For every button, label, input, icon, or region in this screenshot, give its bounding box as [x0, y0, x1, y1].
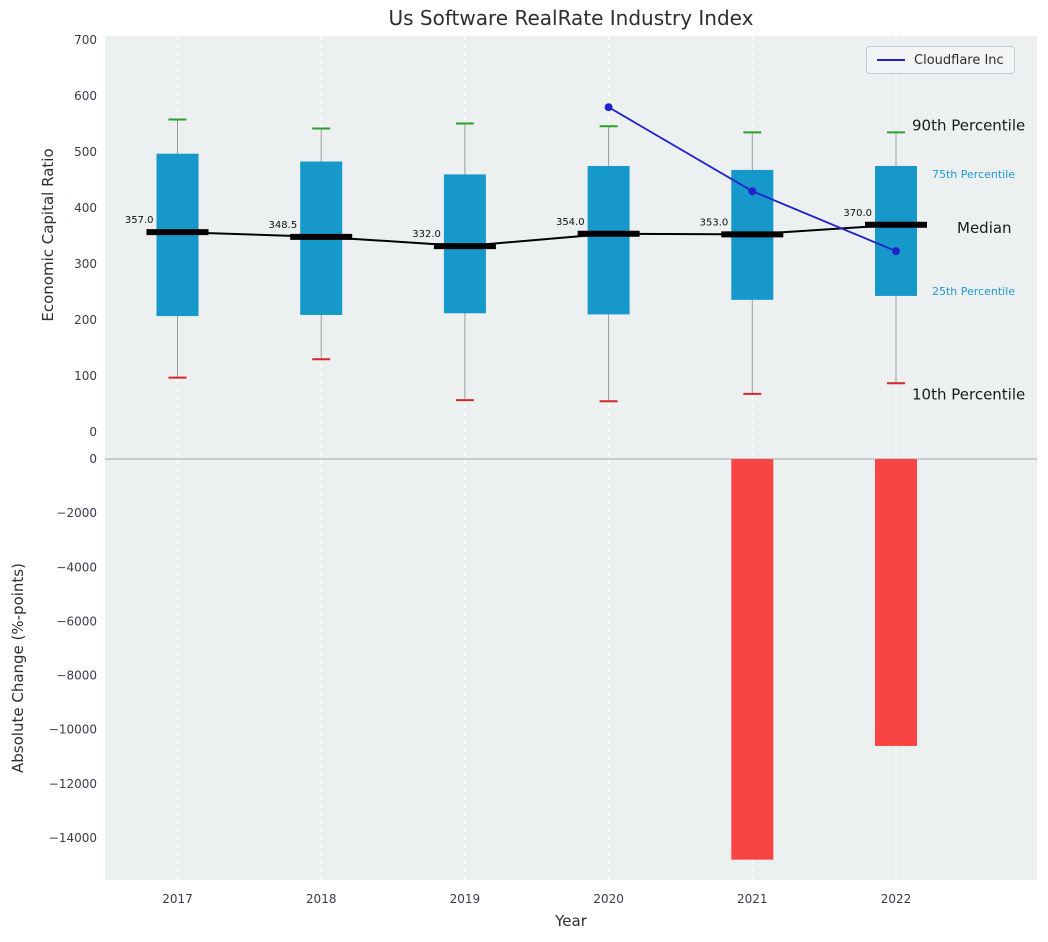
x-axis-label: Year: [555, 912, 587, 930]
y-tick-label: −6000: [56, 614, 97, 628]
series-point: [604, 103, 613, 112]
y-ticks-bottom: 0 −2000 −4000 −6000 −8000 −10000 −12000 −14000: [49, 452, 97, 845]
series-cloudflare: [604, 103, 900, 256]
x-ticks: 2017 2018 2019 2020 2021 2022: [162, 892, 911, 906]
y-axis-label-bottom: Absolute Change (%-points): [9, 563, 27, 773]
y-tick-label: −2000: [56, 506, 97, 520]
median-value-label: 332.0: [412, 229, 441, 240]
x-tick-label: 2020: [593, 892, 624, 906]
chart-title: Us Software RealRate Industry Index: [388, 6, 754, 30]
iqr-box: [875, 166, 917, 296]
y-tick-label: −10000: [49, 723, 97, 737]
median-value-label: 348.5: [269, 220, 298, 231]
x-tick-label: 2018: [306, 892, 337, 906]
legend: Cloudflare Inc: [866, 46, 1015, 74]
y-tick-label: 0: [89, 452, 97, 466]
annotation-label: 90th Percentile: [912, 116, 1025, 134]
y-axis-label-top: Economic Capital Ratio: [39, 148, 57, 322]
legend-label: Cloudflare Inc: [914, 52, 1004, 68]
bar-group: [731, 459, 917, 860]
y-tick-label: 600: [74, 89, 97, 103]
series-point: [748, 187, 757, 196]
negative-bar: [731, 459, 774, 860]
annotation-label: 10th Percentile: [912, 385, 1025, 403]
percentile-annotations: 90th Percentile 75th Percentile Median 25th…: [912, 116, 1025, 403]
negative-bar: [875, 459, 917, 746]
series-point: [892, 247, 900, 256]
x-tick-label: 2019: [450, 892, 481, 906]
y-tick-label: −14000: [49, 831, 97, 845]
x-tick-label: 2017: [162, 892, 193, 906]
y-tick-label: 0: [89, 425, 97, 439]
y-tick-label: 700: [74, 33, 97, 47]
y-tick-label: 100: [74, 369, 97, 383]
y-tick-label: −4000: [56, 560, 97, 574]
y-tick-label: −12000: [49, 777, 97, 791]
y-ticks-top: 0 100 200 300 400 500 600 700: [74, 33, 97, 439]
y-tick-label: 200: [74, 313, 97, 327]
y-tick-label: −8000: [56, 669, 97, 683]
y-tick-label: 300: [74, 257, 97, 271]
median-value-label: 353.0: [700, 217, 729, 228]
median-value-label: 357.0: [125, 215, 154, 226]
y-tick-label: 400: [74, 201, 97, 215]
y-tick-label: 500: [74, 145, 97, 159]
annotation-label: 25th Percentile: [932, 285, 1015, 298]
annotation-label: Median: [957, 219, 1012, 237]
median-value-label: 370.0: [843, 208, 872, 219]
legend-line-sample: [877, 59, 905, 61]
median-value-label: 354.0: [556, 217, 585, 228]
plot-background: [105, 36, 1037, 880]
x-tick-label: 2021: [737, 892, 768, 906]
annotation-label: 75th Percentile: [932, 168, 1015, 181]
median-markers: 357.0 348.5 332.0 354.0 353.0 370.0: [125, 208, 927, 250]
x-tick-label: 2022: [881, 892, 912, 906]
iqr-box: [587, 166, 630, 315]
